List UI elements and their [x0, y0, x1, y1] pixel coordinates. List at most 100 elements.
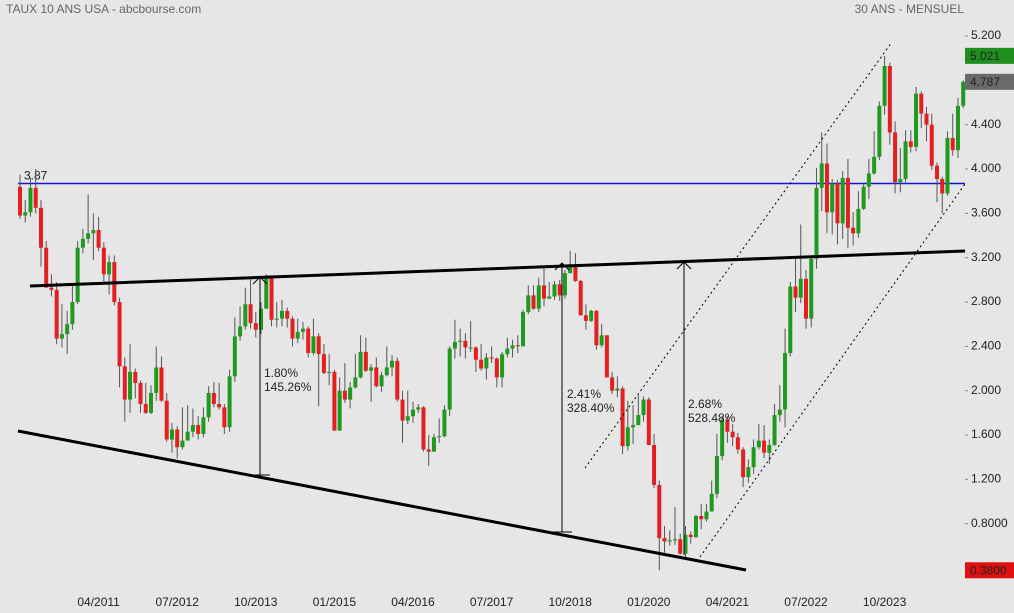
candle-body [783, 353, 788, 410]
candle-body [190, 425, 195, 432]
candle-body [23, 212, 28, 216]
candle-body [149, 392, 153, 413]
candle-body [568, 264, 573, 274]
candle-body [929, 124, 934, 166]
candle-body [908, 141, 913, 147]
chart-title: TAUX 10 ANS USA - abcbourse.com [6, 2, 201, 16]
support-line [17, 429, 747, 572]
candle-body [442, 409, 447, 437]
candle-body [594, 310, 599, 346]
trend-lines [17, 41, 966, 572]
candle-body [751, 447, 756, 468]
candle-body [741, 449, 746, 478]
candle-body [253, 323, 258, 330]
candle-body [196, 425, 201, 434]
candle-body [280, 310, 284, 319]
candle-body [227, 376, 232, 428]
candle-body [447, 348, 452, 410]
candle-body [547, 296, 552, 299]
x-tick-label: 10/2023 [863, 595, 907, 609]
candle-body [898, 179, 903, 183]
candle-body [599, 335, 604, 346]
candle-body [117, 302, 122, 367]
x-tick-label: 10/2018 [549, 595, 593, 609]
candle-body [185, 431, 190, 441]
candle-body [452, 341, 457, 349]
candle-body [500, 354, 505, 378]
candle-body [762, 440, 767, 453]
candle-body [887, 65, 892, 133]
price-marker [965, 73, 1014, 90]
y-tick-label: 2.400 [971, 339, 1001, 353]
candle-body [358, 351, 363, 378]
candle-body [28, 187, 33, 213]
candle-body [819, 163, 824, 188]
candle-body [704, 511, 709, 520]
candle-body [851, 227, 856, 234]
candle-body [756, 440, 761, 448]
candle-body [468, 347, 473, 349]
candle-body [384, 367, 389, 376]
candle-body [369, 367, 374, 371]
annotation: 2.68% [688, 397, 722, 411]
candle-body [505, 348, 510, 355]
candle-body [159, 367, 164, 401]
candle-body [935, 165, 939, 180]
candle-body [945, 137, 950, 194]
y-tick-label: 3.600 [971, 206, 1001, 220]
candle-body [631, 425, 636, 428]
candle-body [374, 367, 379, 387]
candle-body [363, 351, 368, 371]
candle-body [542, 285, 546, 299]
candle-body [919, 93, 924, 114]
candle-body [557, 284, 562, 296]
candle-body [33, 187, 38, 208]
candle-body [285, 310, 290, 319]
candle-body [86, 233, 91, 239]
candle-body [290, 318, 295, 339]
candle-body [269, 276, 274, 320]
candle-body [164, 400, 169, 440]
candle-body [521, 312, 526, 347]
candle-body [175, 429, 180, 448]
chart-subtitle: 30 ANS - MENSUEL [855, 2, 965, 16]
candle-body [96, 229, 101, 248]
candle-body [311, 336, 316, 354]
candle-body [243, 304, 248, 327]
candle-body [458, 340, 463, 342]
candle-body [421, 407, 426, 450]
candle-body [143, 404, 148, 413]
annotation: 2.41% [567, 387, 601, 401]
y-tick-label: 3.200 [971, 250, 1001, 264]
price-marker-label: 4.787 [970, 75, 1000, 89]
candle-body [248, 304, 253, 324]
candle-body [730, 431, 735, 438]
candle-body [44, 247, 49, 288]
x-tick-label: 01/2020 [627, 595, 671, 609]
candle-body [725, 419, 730, 432]
candle-body [845, 177, 850, 228]
candle-body [809, 258, 814, 319]
candle-body [300, 328, 305, 332]
candle-body [75, 247, 80, 303]
candle-body [411, 409, 415, 417]
candle-body [405, 416, 410, 421]
y-tick-label: 4.000 [971, 161, 1001, 175]
candle-body [473, 347, 478, 360]
arrow-head [676, 261, 692, 270]
candle-body [793, 286, 798, 298]
candle-body [426, 449, 431, 452]
candle-body [714, 456, 719, 494]
candle-body [772, 415, 777, 446]
candle-body [636, 415, 641, 426]
candle-body [80, 238, 85, 248]
candle-body [515, 345, 520, 347]
candle-body [526, 295, 531, 313]
candle-body [416, 407, 421, 410]
candle-body [264, 276, 269, 309]
candle-body [777, 409, 782, 416]
candle-body [814, 187, 819, 259]
candle-body [573, 264, 578, 281]
arrow-head [252, 276, 268, 285]
candle-body [54, 289, 59, 339]
